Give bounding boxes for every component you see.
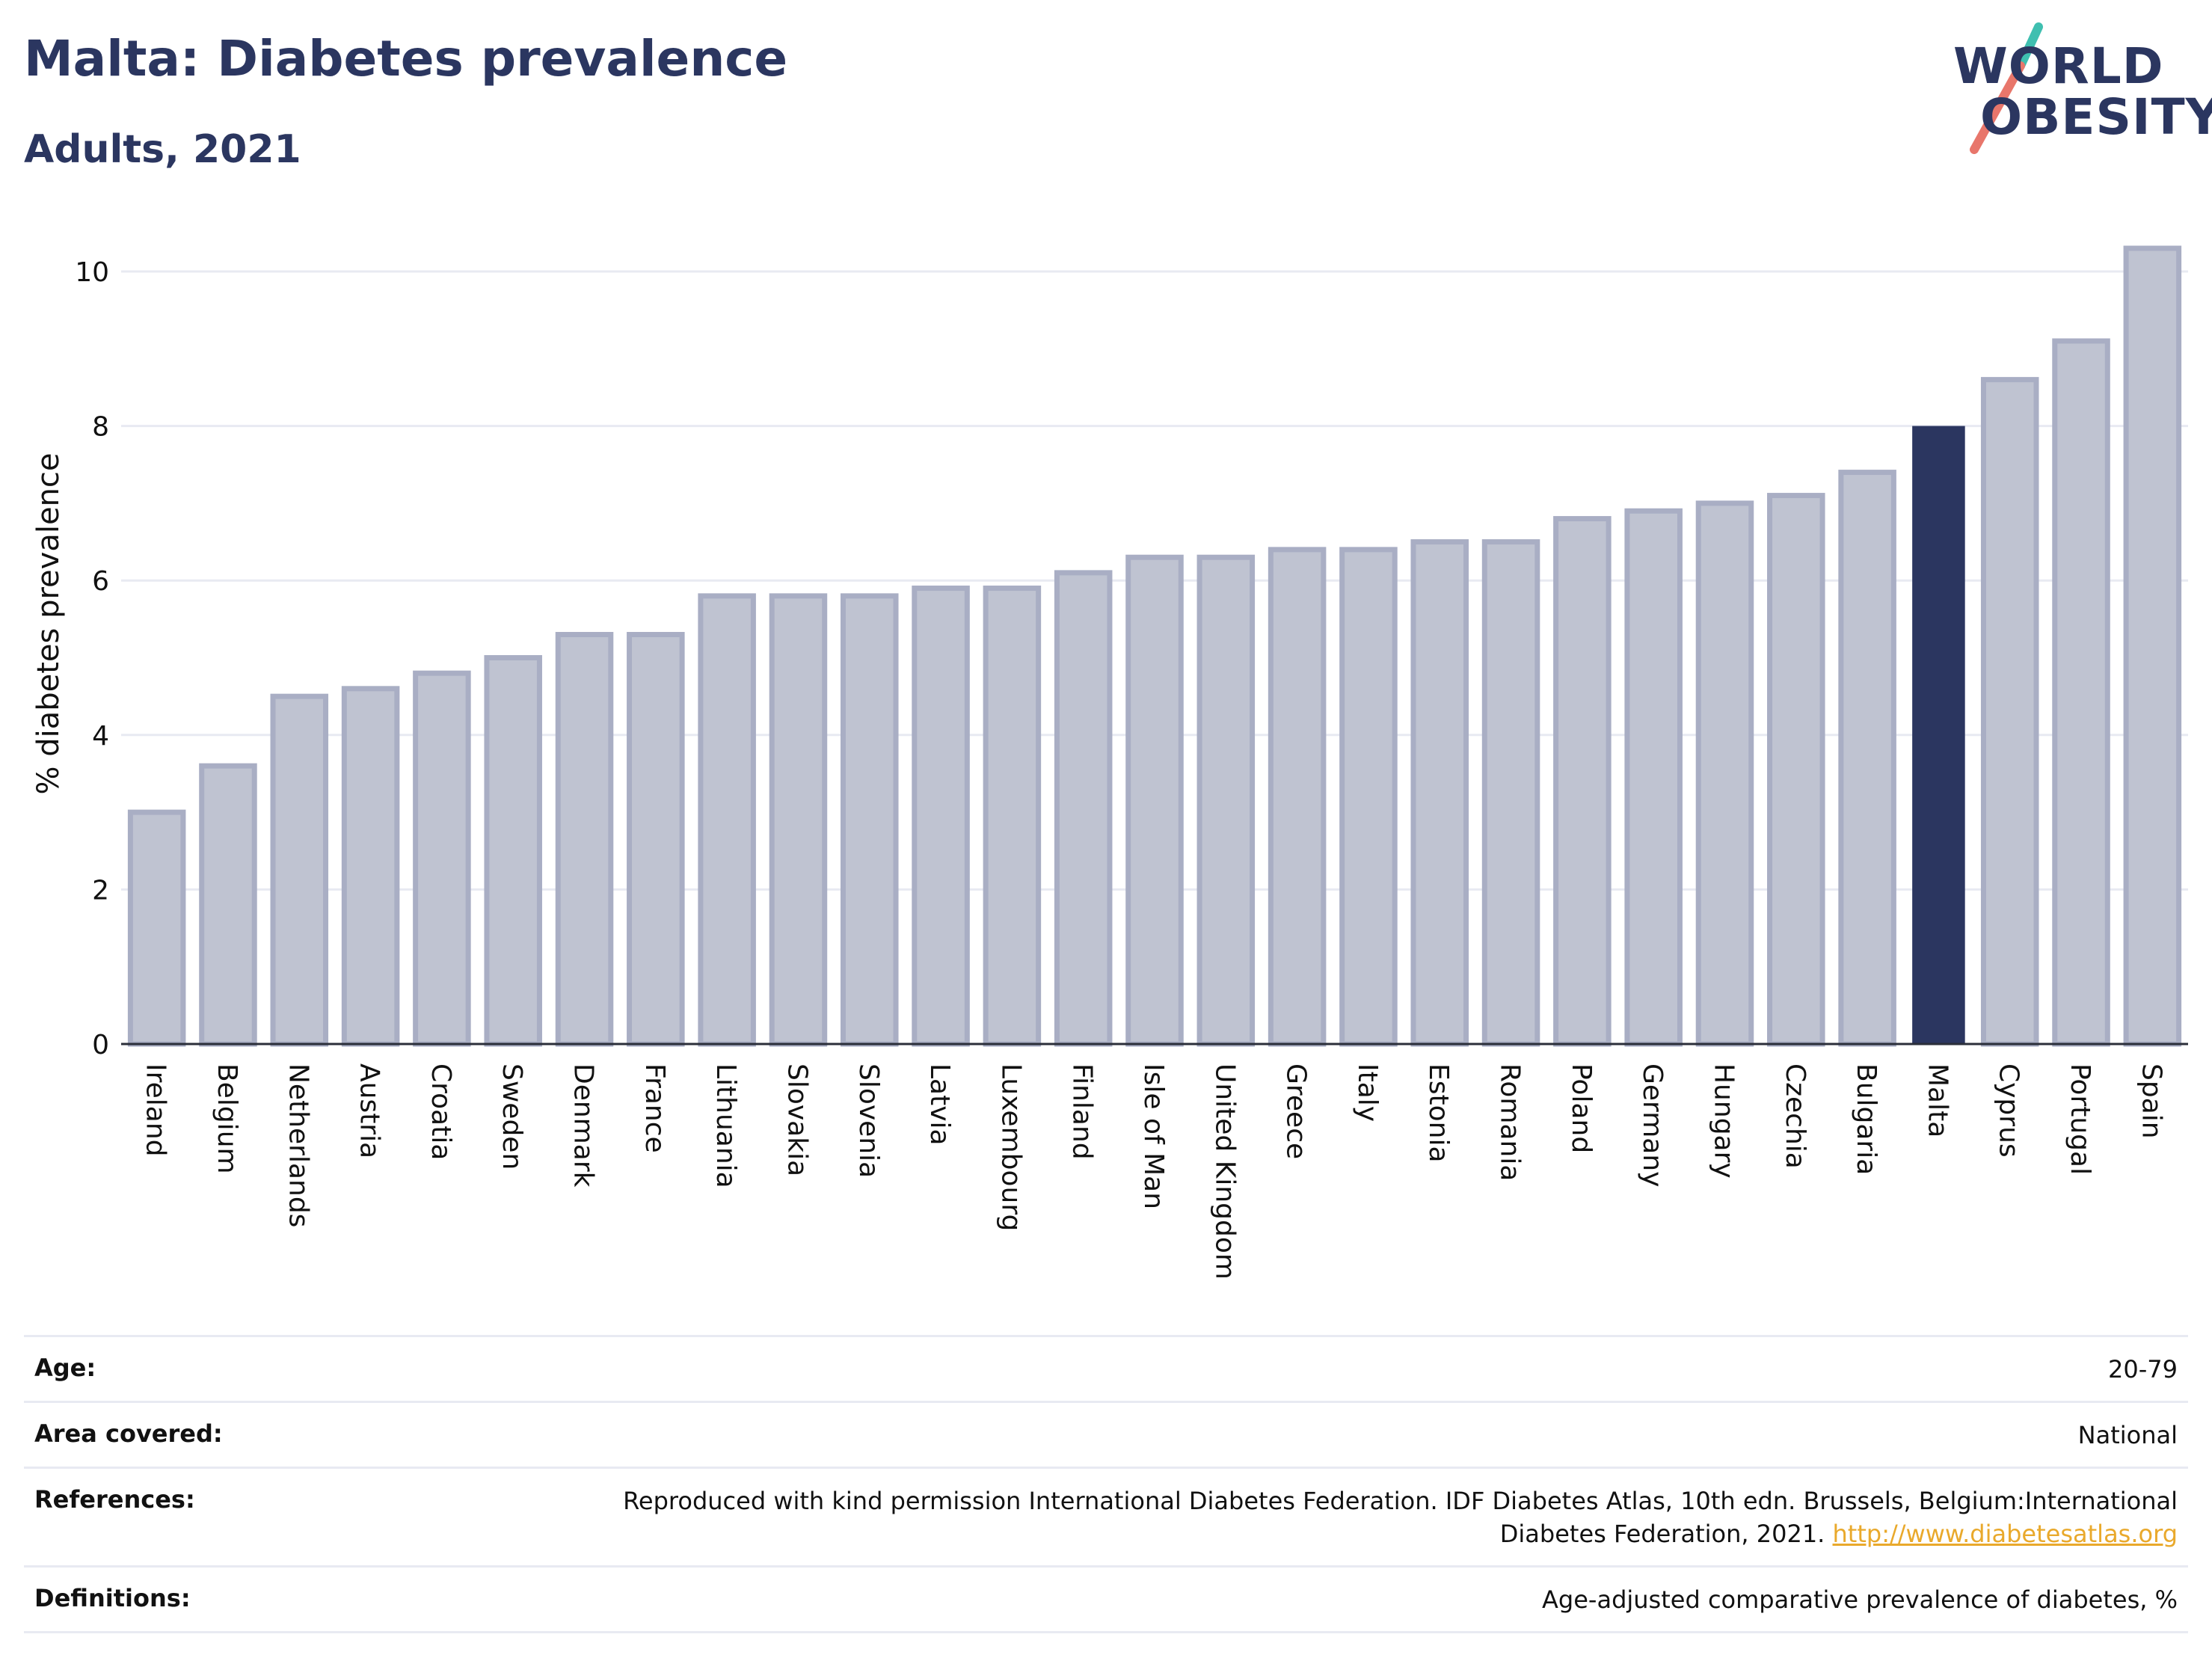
y-tick-label: 4 (92, 721, 109, 752)
x-tick-label: Bulgaria (1851, 1063, 1881, 1175)
chart-title: Malta: Diabetes prevalence (24, 30, 788, 87)
bar (270, 693, 329, 1047)
logo-slash-icon (1970, 22, 2043, 154)
bar (769, 593, 828, 1047)
bar (627, 632, 685, 1047)
bar (1767, 493, 1825, 1047)
x-tick-label: Latvia (924, 1063, 955, 1146)
x-tick-label: Netherlands (283, 1063, 313, 1227)
logo-line-2: OBESITY (1980, 88, 2212, 146)
bar (127, 809, 186, 1047)
x-tick-label: Cyprus (1994, 1063, 2024, 1158)
bar (1838, 470, 1896, 1047)
x-tick-label: Slovenia (853, 1063, 884, 1178)
y-tick-label: 10 (75, 257, 109, 288)
x-tick-label: Greece (1281, 1063, 1312, 1159)
bar (912, 586, 970, 1047)
area-label: Area covered: (34, 1419, 223, 1449)
area-value: National (2077, 1421, 2178, 1450)
x-tick-label: Czechia (1780, 1063, 1810, 1169)
y-tick-label: 0 (92, 1030, 109, 1060)
meta-row-age: Age: 20-79 (24, 1335, 2188, 1401)
chart-subtitle: Adults, 2021 (24, 127, 301, 172)
logo-line-1: WORLD (1953, 37, 2164, 95)
y-axis-label: % diabetes prevalence (31, 452, 66, 794)
x-tick-label: United Kingdom (1209, 1063, 1240, 1280)
x-tick-label: Italy (1352, 1063, 1383, 1122)
x-tick-label: Sweden (497, 1063, 527, 1170)
axes: 0 2 4 6 8 10 Ireland Belgium Netherlands Austria C… (75, 257, 2188, 1280)
meta-row-area: Area covered: National (24, 1401, 2188, 1467)
x-tick-label: Estonia (1423, 1063, 1454, 1163)
bars (127, 245, 2182, 1047)
bar (2123, 245, 2182, 1047)
bar (341, 686, 400, 1047)
bar (1196, 554, 1256, 1047)
bar (199, 763, 257, 1047)
bar-highlight (1912, 426, 1965, 1044)
bar (983, 586, 1042, 1047)
x-tick-label: Denmark (568, 1063, 599, 1188)
x-tick-label: France (639, 1063, 670, 1153)
y-tick-label: 6 (92, 566, 109, 597)
references-link[interactable]: http://www.diabetesatlas.org (1832, 1519, 2178, 1548)
x-tick-label: Slovakia (781, 1063, 812, 1176)
x-tick-label: Austria (354, 1063, 385, 1158)
bar-chart: 0 2 4 6 8 10 Ireland Belgium Netherlands Austria C… (31, 245, 2188, 1280)
meta-row-definitions: Definitions: Age-adjusted comparative pr… (24, 1565, 2188, 1633)
bar (1054, 570, 1113, 1047)
x-tick-label: Luxembourg (995, 1063, 1026, 1231)
x-tick-label: Romania (1495, 1063, 1526, 1181)
bar (1410, 539, 1469, 1047)
references-value: Reproduced with kind permission Internat… (607, 1485, 2178, 1550)
bar (1980, 377, 2039, 1047)
x-tick-label: Hungary (1708, 1063, 1739, 1179)
age-label: Age: (34, 1354, 96, 1382)
world-obesity-logo: WORLD OBESITY (1944, 22, 2212, 157)
bar (413, 670, 471, 1047)
y-tick-label: 8 (92, 412, 109, 443)
bar (1339, 547, 1398, 1047)
x-tick-label: Portugal (2065, 1063, 2095, 1175)
x-tick-label: Spain (2136, 1063, 2166, 1139)
x-tick-label: Finland (1067, 1063, 1098, 1160)
bar (1125, 554, 1184, 1047)
bar (1624, 508, 1683, 1047)
x-tick-label: Belgium (212, 1063, 242, 1174)
references-text: Reproduced with kind permission Internat… (623, 1487, 2178, 1548)
x-tick-label: Croatia (425, 1063, 456, 1160)
definitions-label: Definitions: (34, 1583, 191, 1612)
bar (484, 655, 542, 1047)
x-tick-label: Isle of Man (1138, 1063, 1169, 1209)
y-tick-label: 2 (92, 875, 109, 906)
bar (698, 593, 756, 1047)
x-tick-label: Malta (1922, 1063, 1953, 1137)
definitions-value: Age-adjusted comparative prevalence of d… (1542, 1585, 2178, 1614)
x-tick-label: Poland (1566, 1063, 1597, 1153)
metadata-table: Age: 20-79 Area covered: National Refere… (24, 1335, 2188, 1633)
meta-row-references: References: Reproduced with kind permiss… (24, 1467, 2188, 1565)
bar (555, 632, 614, 1047)
bar (2052, 338, 2110, 1047)
x-tick-label: Germany (1637, 1063, 1668, 1187)
bar (1268, 547, 1327, 1047)
x-tick-label: Ireland (141, 1063, 171, 1157)
references-label: References: (34, 1485, 195, 1514)
bar (1553, 516, 1612, 1047)
bar (840, 593, 899, 1047)
bar (1695, 500, 1754, 1047)
bar (1481, 539, 1540, 1047)
x-tick-label: Lithuania (710, 1063, 741, 1188)
age-value: 20-79 (2108, 1355, 2178, 1384)
